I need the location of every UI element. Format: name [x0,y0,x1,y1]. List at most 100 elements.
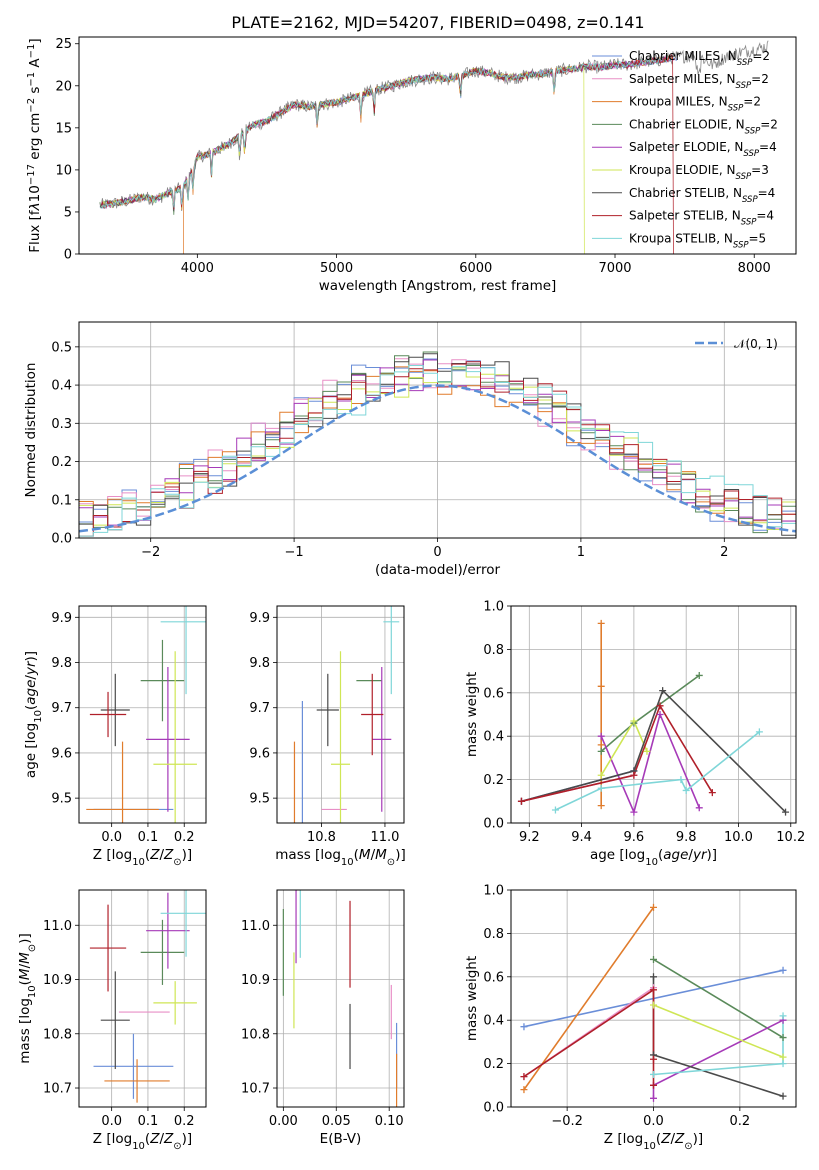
legend-sub: SSP [745,126,761,136]
x-tick-label: 6000 [459,261,492,276]
x-tick-label: 0.2 [174,830,195,845]
weight-marker [630,717,638,725]
label-part: )] [17,933,33,944]
plot-area-residual-histogram [79,351,796,537]
label-part: ⊙ [173,857,181,868]
label-part: / [688,847,693,863]
label-part: E(B-V) [320,1131,362,1147]
label-part: ⊙ [684,1141,692,1152]
x-tick-label: −2 [141,545,160,560]
y-tick-label: 0.0 [51,532,72,547]
legend-nssp: =5 [749,231,767,245]
grid-mass-vs-Z [79,890,206,1107]
legend-label: Salpeter MILES, N [629,72,736,86]
weight-marker [551,806,559,814]
panel-mass-vs-Z: 0.0 0.1 0.210.710.810.911.0Z [log10(Z/Z⊙)]… [17,889,207,1152]
label-part: mass weight [464,956,480,1041]
label-part: −1 [26,44,37,59]
label-part: Z [log [604,1131,643,1147]
x-tick-label: 9.4 [571,830,592,845]
y-tick-label: 9.8 [51,656,72,671]
legend-entry: Chabrier ELODIE, NSSP=2 [629,117,778,136]
label-part: )] [707,847,718,863]
legend-label: Kroupa MILES, N [629,95,728,109]
weight-marker [708,789,716,797]
axes-frame [510,605,797,824]
label-part: M [17,952,33,964]
y-tick-label: 0.2 [483,1057,504,1072]
legend-nssp: =3 [751,163,769,177]
panel-mass-weight-vs-age: 9.2 9.4 9.6 9.8 10.0 10.2 0.0 0.2 0.4 0.6 0.8 1.0 ag… [464,600,805,868]
weight-marker [517,797,525,805]
legend-label: Salpeter ELODIE, N [629,140,743,154]
weight-marker [520,1086,528,1094]
label-part: )] [395,847,406,863]
label-part: / [159,1131,164,1147]
legend-label: Salpeter STELIB, N [629,209,741,223]
axes-frame [78,321,797,539]
axes-frame [510,889,797,1108]
legend-entry: Kroupa MILES, NSSP=2 [629,95,761,114]
legend-entry: Kroupa ELODIE, NSSP=3 [629,163,769,182]
label-part: ⊙ [27,944,38,952]
label-part: / [23,675,39,680]
label-part: λ [27,202,43,211]
x-tick-label: 0.10 [375,1114,404,1129]
label-part: mass weight [464,672,480,757]
normal-curve [79,384,796,533]
legend-sub: SSP [741,218,757,228]
weight-marker [630,808,638,816]
y-tick-label: 0.2 [483,773,504,788]
weight-marker [643,747,651,755]
label-part: ( [17,980,33,985]
legend-sub: SSP [728,104,744,114]
panel-mass-vs-EBV: 0.00 0.05 0.10 10.7 10.8 10.9 11.0 E(B-V) [241,889,405,1147]
weight-line [523,988,655,1086]
y-axis-label: mass weight [464,672,480,757]
legend-nssp: =2 [752,49,770,63]
y-tick-label: 9.6 [51,746,72,761]
label-part: Z [log [93,847,132,863]
panel-mass-weight-vs-Z: −0.2 0.0 0.20.00.20.40.60.81.0Z [log10(Z/Z… [464,884,797,1152]
histogram-series [79,353,796,536]
weight-marker [659,687,667,695]
x-tick-label: 0.00 [269,1114,298,1129]
plot-area-age-vs-Z [86,606,206,823]
weight-marker [650,1055,657,1063]
x-tick-label: 11.0 [370,830,399,845]
weight-line [555,731,760,811]
legend-nssp: =4 [756,209,774,223]
weight-marker [597,802,605,810]
weight-marker [597,771,605,779]
y-axis-label: Normed distribution [23,363,39,498]
label-part: ( [658,847,663,863]
label-part: −1 [26,72,37,87]
y-axis-label: age [log10(age/yr)] [23,651,44,778]
x-axis-label: age [log10(age/yr)] [590,847,717,868]
weight-marker [650,973,657,981]
label-part: / [17,963,33,968]
weight-marker [779,1034,787,1042]
y-tick-label: 11.0 [43,919,72,934]
x-tick-label: 0.1 [138,830,159,845]
y-tick-label: 11.0 [241,919,270,934]
x-tick-label: 9.2 [519,830,540,845]
legend-sub: SSP [736,81,752,91]
label-part: yr [23,660,39,676]
weight-line [521,703,713,803]
x-tick-label: 0.05 [322,1114,351,1129]
label-part: Normed distribution [23,363,39,498]
y-tick-label: 0.1 [51,493,72,508]
label-part: Z [163,847,174,863]
y-tick-label: 0.5 [51,340,72,355]
weight-marker [755,728,763,736]
y-tick-label: 9.7 [51,701,72,716]
weight-line [521,689,787,813]
x-tick-label: 0.0 [101,1114,122,1129]
y-tick-label: 10 [55,163,72,178]
y-axis-label: Flux [fλ10−17 erg cm−2 s−1 A−1] [26,38,44,252]
label-part: 10 [645,857,658,868]
legend-sub: SSP [737,58,753,68]
label-part: ⊙ [387,857,395,868]
